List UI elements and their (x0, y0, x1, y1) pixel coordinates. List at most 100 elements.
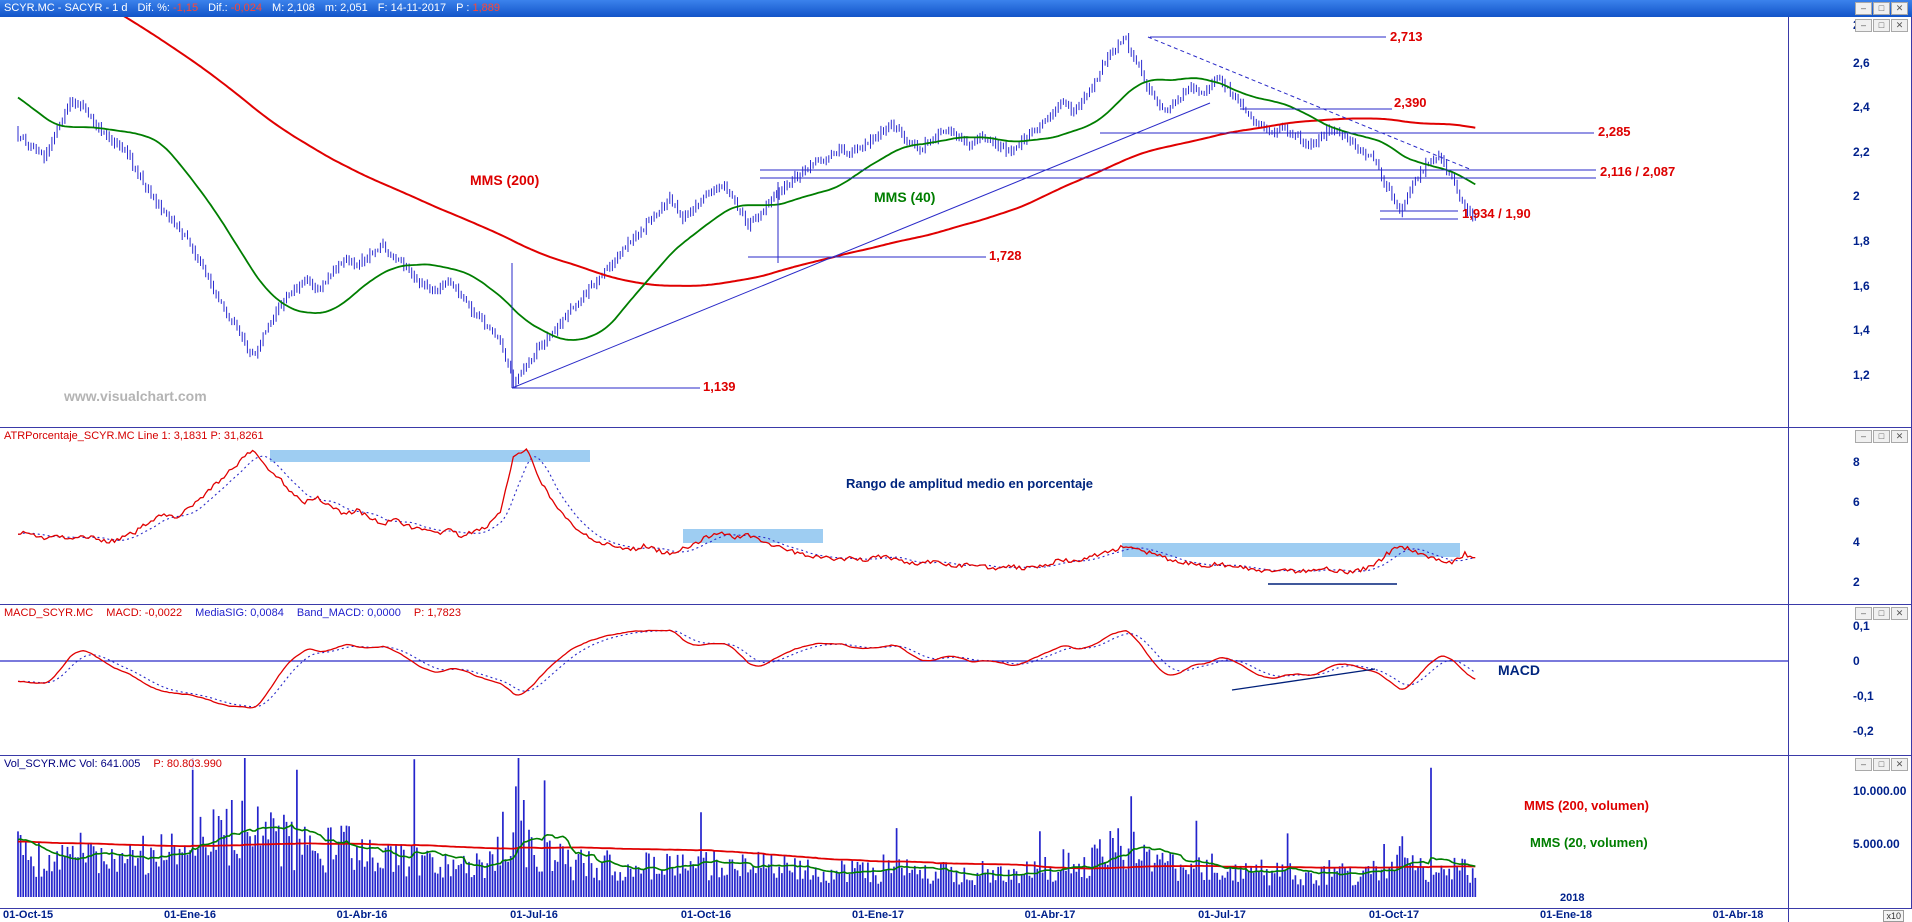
annotation-2116-2087: 2,116 / 2,087 (1600, 164, 1676, 179)
y-tick: 6 (1853, 495, 1860, 509)
y-tick: 0,1 (1853, 619, 1870, 633)
volume-scale-badge: x10 (1883, 910, 1904, 922)
y-tick: 1,2 (1853, 368, 1870, 382)
maximize-button[interactable]: □ (1873, 2, 1890, 15)
y-tick: 1,6 (1853, 279, 1870, 293)
date-value: F: 14-11-2017 (377, 2, 447, 14)
y-tick: 0 (1853, 654, 1860, 668)
close-button[interactable]: ✕ (1891, 19, 1908, 32)
atr-header: ATRPorcentaje_SCYR.MC Line 1: 3,1831 P: … (4, 430, 274, 442)
y-tick: -0,1 (1853, 689, 1874, 703)
y-tick: 8 (1853, 455, 1860, 469)
x-axis-label: 01-Jul-16 (510, 909, 558, 921)
price-panel: 2,713 2,390 2,285 2,116 / 2,087 1,934 / … (0, 17, 1912, 427)
mms200-label: MMS (200) (470, 172, 540, 188)
volume-panel-controls: – □ ✕ (1855, 758, 1908, 771)
volume-y-axis: 10.000.00 5.000.00 (1788, 756, 1912, 908)
x-axis-dates: 01-Oct-15 01-Ene-16 01-Abr-16 01-Jul-16 … (0, 908, 1912, 922)
x-axis-label: 01-Jul-17 (1198, 909, 1246, 921)
x-axis-label: 01-Abr-18 (1712, 909, 1764, 921)
dif-value: -0,024 (230, 2, 262, 14)
x-axis-label: 01-Abr-16 (336, 909, 388, 921)
dif-pct-label: Dif. %: (137, 2, 170, 14)
dif-label: Dif.: (208, 2, 228, 14)
annotation-1728: 1,728 (989, 248, 1022, 263)
price-panel-controls: – □ ✕ (1855, 19, 1908, 32)
volume-header: Vol_SCYR.MC Vol: 641.005 P: 80.803.990 (4, 758, 232, 770)
y-tick: 2,2 (1853, 145, 1870, 159)
macd-header: MACD_SCYR.MC MACD: -0,0022 MediaSIG: 0,0… (4, 607, 472, 619)
atr-panel-controls: – □ ✕ (1855, 430, 1908, 443)
maximize-button[interactable]: □ (1873, 430, 1890, 443)
macd-annotation: MACD (1498, 662, 1540, 678)
macd-panel: MACD_SCYR.MC MACD: -0,0022 MediaSIG: 0,0… (0, 604, 1912, 755)
maximize-button[interactable]: □ (1873, 607, 1890, 620)
axis-corner-divider (1788, 909, 1789, 922)
close-button[interactable]: ✕ (1891, 430, 1908, 443)
volume-chart-canvas (17, 758, 1477, 897)
max-value: M: 2,108 (272, 2, 315, 14)
volume-name-value: Vol_SCYR.MC Vol: 641.005 (4, 758, 141, 770)
x-axis-label: 01-Ene-16 (164, 909, 216, 921)
last-price-label: P : (456, 2, 470, 14)
macd-value: MACD: -0,0022 (106, 607, 183, 619)
min-value: m: 2,051 (324, 2, 368, 14)
macd-panel-controls: – □ ✕ (1855, 607, 1908, 620)
y-tick: 2 (1853, 189, 1860, 203)
price-chart-canvas (17, 17, 1596, 389)
annotation-2713: 2,713 (1390, 29, 1423, 44)
annotation-1934-190: 1,934 / 1,90 (1462, 206, 1531, 221)
minimize-button[interactable]: – (1855, 607, 1872, 620)
volume-price: P: 80.803.990 (153, 758, 222, 770)
y-tick: 2,4 (1853, 100, 1870, 114)
macd-name: MACD_SCYR.MC (4, 607, 94, 619)
x-axis-label: 01-Abr-17 (1024, 909, 1076, 921)
macd-chart-canvas (0, 629, 1788, 709)
y-tick: 2,6 (1853, 56, 1870, 70)
watermark: www.visualchart.com (64, 388, 207, 404)
mms20-volume-label: MMS (20, volumen) (1530, 835, 1648, 850)
minimize-button[interactable]: – (1855, 2, 1872, 15)
minimize-button[interactable]: – (1855, 19, 1872, 32)
mms40-label: MMS (40) (874, 189, 936, 205)
y-tick: 4 (1853, 535, 1860, 549)
band-macd-value: Band_MACD: 0,0000 (296, 607, 401, 619)
window-controls: – □ ✕ (1855, 2, 1908, 15)
mediasig-value: MediaSIG: 0,0084 (195, 607, 284, 619)
close-button[interactable]: ✕ (1891, 2, 1908, 15)
last-price-value: 1,889 (472, 2, 500, 14)
x-axis-label: 01-Oct-17 (1368, 909, 1420, 921)
y-tick: 10.000.00 (1853, 784, 1907, 798)
y-tick: 1,4 (1853, 323, 1870, 337)
minimize-button[interactable]: – (1855, 758, 1872, 771)
y-tick: 2 (1853, 575, 1860, 589)
maximize-button[interactable]: □ (1873, 758, 1890, 771)
maximize-button[interactable]: □ (1873, 19, 1890, 32)
close-button[interactable]: ✕ (1891, 758, 1908, 771)
atr-header-text: ATRPorcentaje_SCYR.MC Line 1: 3,1831 P: … (4, 430, 264, 442)
x-axis-label: 01-Ene-18 (1540, 909, 1592, 921)
dif-pct-value: -1,15 (173, 2, 199, 14)
minimize-button[interactable]: – (1855, 430, 1872, 443)
macd-y-axis: 0,1 0 -0,1 -0,2 (1788, 605, 1912, 755)
atr-y-axis: 8 6 4 2 (1788, 428, 1912, 604)
mms200-volume-label: MMS (200, volumen) (1524, 798, 1649, 813)
x-axis-label: 01-Ene-17 (852, 909, 904, 921)
window-title-bar: SCYR.MC - SACYR - 1 d Dif. %: -1,15 Dif.… (0, 0, 1912, 17)
x-axis-label: 01-Oct-15 (3, 909, 54, 921)
annotation-2285: 2,285 (1598, 124, 1631, 139)
annotation-1139: 1,139 (703, 379, 736, 394)
annotation-2390: 2,390 (1394, 95, 1427, 110)
y-tick: -0,2 (1853, 724, 1874, 738)
atr-annotation: Rango de amplitud medio en porcentaje (846, 476, 1094, 491)
x-axis-label: 01-Oct-16 (680, 909, 732, 921)
macd-price: P: 1,7823 (413, 607, 462, 619)
atr-chart-canvas (17, 447, 1476, 585)
symbol-title: SCYR.MC - SACYR - 1 d (4, 2, 128, 14)
close-button[interactable]: ✕ (1891, 607, 1908, 620)
price-y-axis: 2,8 2,6 2,4 2,2 2 1,8 1,6 1,4 1,2 (1788, 17, 1912, 427)
atr-panel: ATRPorcentaje_SCYR.MC Line 1: 3,1831 P: … (0, 427, 1912, 604)
volume-panel: Vol_SCYR.MC Vol: 641.005 P: 80.803.990 M… (0, 755, 1912, 908)
year-marker: 2018 (1560, 892, 1585, 904)
